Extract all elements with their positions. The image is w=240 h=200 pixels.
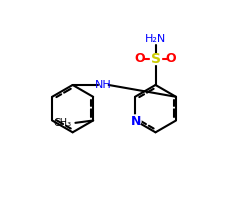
Text: S: S [150, 52, 161, 66]
Text: O: O [135, 52, 145, 65]
Text: CH₃: CH₃ [54, 118, 72, 128]
Text: H₂N: H₂N [145, 34, 166, 44]
Text: NH: NH [95, 80, 112, 90]
Text: N: N [131, 115, 141, 128]
Text: O: O [166, 52, 176, 65]
Bar [150, 54, 161, 64]
